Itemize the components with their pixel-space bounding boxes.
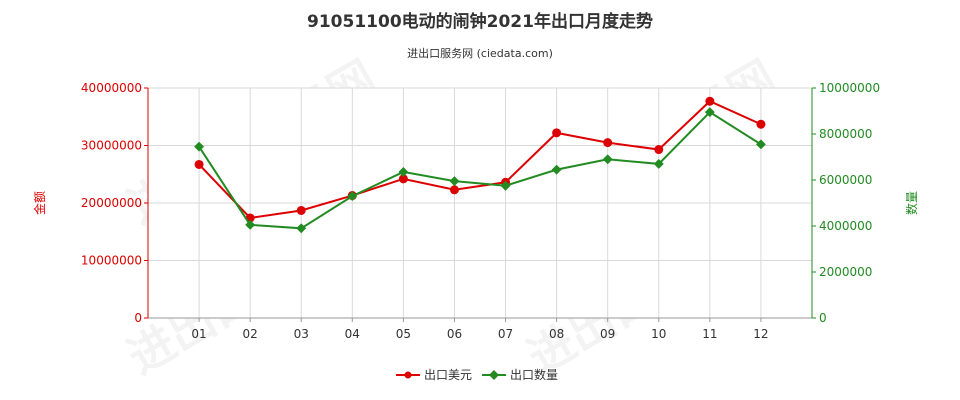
data-point-quantity [449,176,460,187]
data-point-quantity [347,191,358,202]
data-point-usd [449,185,459,195]
chart-title: 91051100电动的闹钟2021年出口月度走势 [307,11,653,32]
right-tick-label: 0 [819,311,827,325]
x-tick-label: 10 [651,327,666,341]
series-line-usd [198,100,762,220]
x-tick-label: 06 [447,327,462,341]
left-tick-label: 10000000 [81,254,142,268]
data-point-quantity [653,158,664,169]
chart-subtitle: 进出口服务网 (ciedata.com) [407,46,553,60]
x-tick-label: 11 [702,327,717,341]
x-axis-ticks: 01 02 03 04 05 06 07 08 09 10 11 12 [191,318,769,341]
right-tick-label: 2000000 [819,265,872,279]
data-point-usd [654,145,664,155]
data-point-usd [756,119,766,129]
x-tick-label: 03 [294,327,309,341]
x-tick-label: 02 [243,327,258,341]
legend-item-usd[interactable]: 出口美元 [396,368,472,382]
x-tick-label: 07 [498,327,513,341]
x-tick-label: 04 [345,327,360,341]
data-point-usd [398,174,408,184]
right-axis-ticks: 0 2000000 4000000 6000000 8000000 10000000 [812,81,880,325]
left-tick-label: 0 [134,311,142,325]
legend-label-usd: 出口美元 [424,368,472,382]
data-point-usd [194,159,204,169]
legend-marker-usd [404,371,412,379]
data-point-usd [552,128,562,138]
plot-area [147,87,813,319]
right-tick-label: 10000000 [819,81,880,95]
x-tick-label: 12 [753,327,768,341]
data-point-quantity [704,107,715,118]
legend-item-quantity[interactable]: 出口数量 [482,367,558,382]
data-point-quantity [551,164,562,175]
data-point-quantity [755,139,766,150]
right-tick-label: 6000000 [819,173,872,187]
data-point-quantity [500,180,511,191]
data-point-usd [296,205,306,215]
right-axis-title: 数量 [904,191,919,215]
left-axis-ticks: 0 10000000 20000000 30000000 40000000 [81,81,148,325]
right-tick-label: 8000000 [819,127,872,141]
data-point-usd [705,96,715,106]
data-point-usd [603,138,613,148]
legend: 出口美元 出口数量 [396,367,558,382]
left-tick-label: 20000000 [81,196,142,210]
x-tick-label: 09 [600,327,615,341]
series-layer [194,96,766,234]
data-point-quantity [245,219,256,230]
data-point-quantity [194,141,205,152]
x-tick-label: 08 [549,327,564,341]
left-axis-title: 金额 [32,191,47,215]
legend-marker-quantity [489,370,499,380]
right-tick-label: 4000000 [819,219,872,233]
series-line-quantity [198,110,762,230]
x-tick-label: 05 [396,327,411,341]
left-tick-label: 40000000 [81,81,142,95]
left-tick-label: 30000000 [81,139,142,153]
x-tick-label: 01 [191,327,206,341]
data-point-quantity [296,223,307,234]
data-point-quantity [398,167,409,177]
legend-label-quantity: 出口数量 [510,367,558,382]
data-point-quantity [602,154,613,165]
